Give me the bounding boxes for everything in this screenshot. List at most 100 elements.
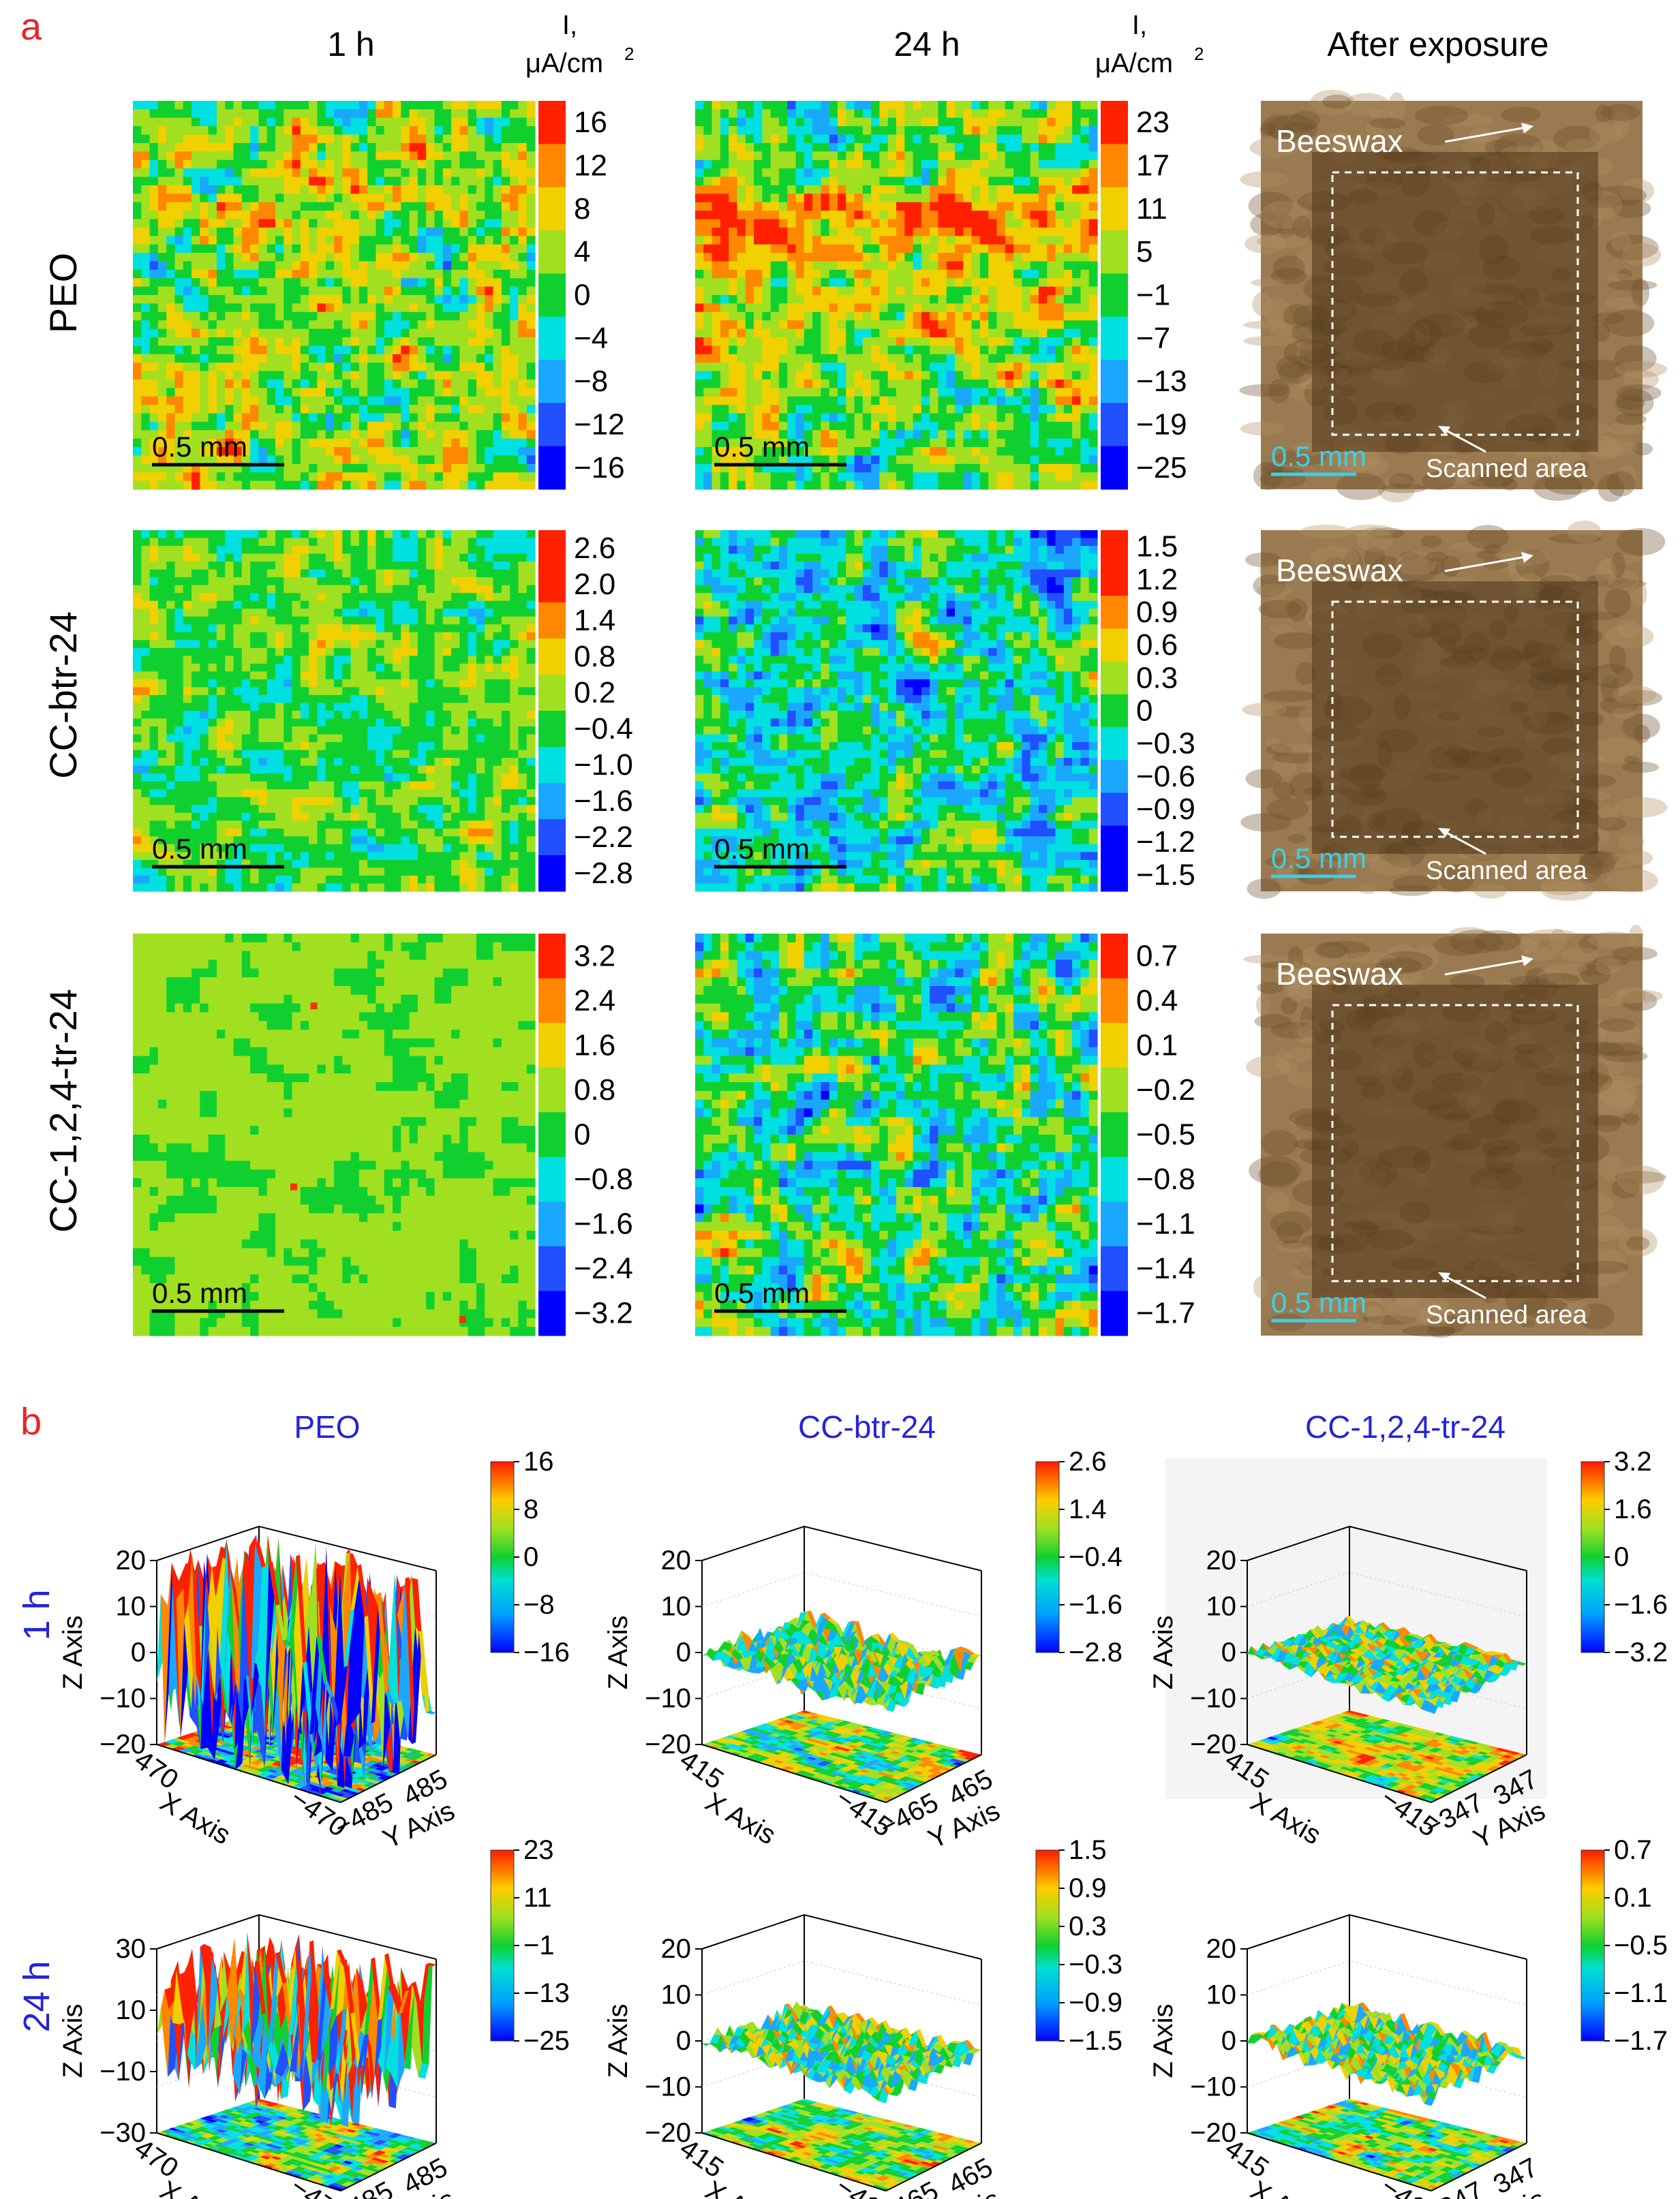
heatmap-cell [963,134,973,144]
heatmap-cell [284,219,293,228]
heatmap-cell [762,261,772,271]
heatmap-cell [946,159,956,169]
heatmap-cell [166,151,176,161]
heatmap-cell [401,405,410,414]
heatmap-cell [241,345,251,355]
heatmap-cell [225,159,234,169]
heatmap-cell [812,159,821,169]
colorbar-tick: −12 [574,408,625,442]
heatmap-cell [292,269,301,279]
heatmap-cell [971,109,981,119]
heatmap-cell [192,609,200,617]
heatmap-cell [762,363,772,372]
heatmap-cell [787,363,797,372]
heatmap-cell [157,253,167,262]
heatmap-cell [695,480,704,490]
heatmap-cell [258,176,268,186]
heatmap-cell [393,337,401,346]
heatmap-cell [1072,194,1082,203]
heatmap-cell [309,159,318,169]
heatmap-cell [896,472,905,482]
heatmap-cell [192,600,200,609]
heatmap-cell [1047,455,1056,465]
heatmap-cell [358,101,368,110]
heatmap-cell [342,151,352,161]
heatmap-cell [275,609,284,617]
heatmap-cell [1055,320,1065,330]
heatmap-cell [317,244,326,253]
heatmap-cell [309,337,318,346]
heatmap-cell [401,345,410,355]
heatmap-cell [459,600,469,609]
heatmap-cell [518,553,528,562]
heatmap-cell [367,345,377,355]
heatmap-cell [426,194,436,203]
heatmap-cell [1063,311,1073,321]
heatmap-cell [996,320,1006,330]
heatmap-cell [250,593,259,602]
heatmap-cell [846,227,855,236]
heatmap-cell [393,134,401,144]
heatmap-cell [250,413,259,422]
heatmap-cell [133,577,142,586]
heatmap-cell [1005,430,1014,440]
heatmap-cell [745,295,754,304]
heatmap-cell [476,438,485,448]
heatmap-cell [762,371,772,380]
heatmap-cell [241,261,251,271]
heatmap-cell [342,253,352,262]
heatmap-cell [526,244,536,253]
heatmap-cell [804,311,813,321]
heatmap-cell [183,126,192,136]
heatmap-cell [526,185,536,194]
heatmap-cell [930,151,939,161]
heatmap-cell [258,253,268,262]
heatmap-cell [1072,421,1082,431]
heatmap-cell [350,320,360,330]
heatmap-cell [284,320,293,330]
heatmap-cell [157,480,167,490]
heatmap-cell [342,600,352,609]
heatmap-cell [183,168,192,178]
heatmap-cell [787,117,797,127]
heatmap-cell [787,142,797,152]
heatmap-cell [216,405,226,414]
heatmap-cell [1030,244,1039,253]
heatmap-cell [342,244,352,253]
heatmap-cell [821,295,830,304]
heatmap-cell [476,211,485,220]
heatmap-cell [451,371,460,380]
colorbar-segment [1101,144,1128,188]
heatmap-cell [451,168,460,178]
heatmap-cell [879,159,889,169]
heatmap-cell [284,405,293,414]
heatmap-cell [510,109,519,119]
heatmap-cell [1022,455,1031,465]
heatmap-cell [459,185,469,194]
heatmap-cell [737,211,746,220]
heatmap-cell [720,194,729,203]
heatmap-cell [510,455,519,465]
heatmap-cell [401,379,410,388]
heatmap-cell [174,421,184,431]
heatmap-cell [208,151,217,161]
heatmap-cell [141,345,151,355]
heatmap-cell [720,109,729,119]
heatmap-cell [442,593,452,602]
heatmap-cell [1047,480,1056,490]
heatmap-cell [871,363,881,372]
heatmap-cell [913,295,922,304]
heatmap-cell [988,472,998,482]
heatmap-cell [770,244,780,253]
heatmap-cell [1038,159,1048,169]
heatmap-cell [979,101,989,110]
heatmap-cell [183,371,192,380]
heatmap-cell [133,472,142,482]
heatmap-cell [1072,134,1082,144]
heatmap-cell [1030,430,1039,440]
heatmap-cell [376,337,385,346]
heatmap-cell [317,600,326,609]
heatmap-cell [133,295,142,304]
heatmap-cell [141,109,151,119]
heatmap-cell [393,211,401,220]
